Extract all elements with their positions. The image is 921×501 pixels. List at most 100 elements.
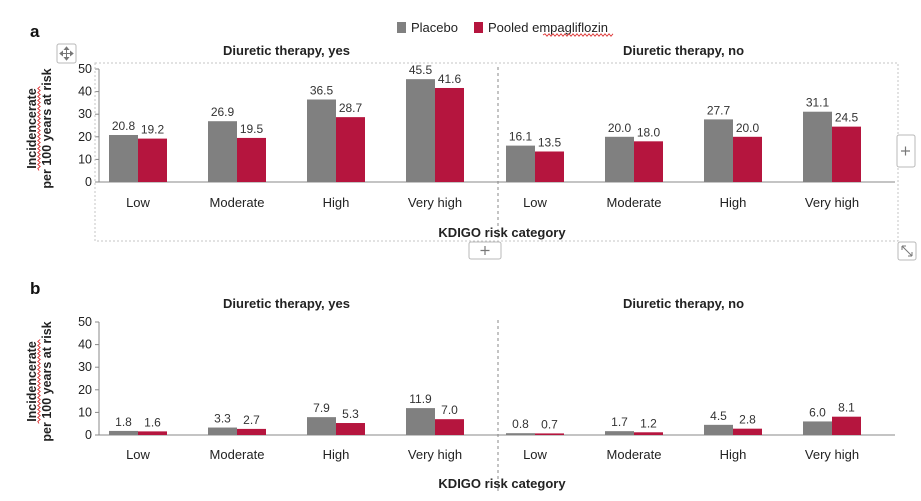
- data-label: 24.5: [835, 111, 859, 125]
- category-label: Very high: [805, 447, 859, 462]
- y-tick-label: 30: [78, 107, 92, 121]
- group-diuretic-no: Diuretic therapy, no Low Moderate High Very …: [506, 296, 861, 462]
- panel-letter: b: [30, 279, 40, 298]
- data-label: 7.9: [313, 401, 330, 415]
- category-label: High: [323, 447, 350, 462]
- data-label: 20.8: [112, 119, 136, 133]
- group-title: Diuretic therapy, no: [623, 296, 744, 311]
- bar-placebo: [506, 433, 535, 435]
- bar-placebo: [605, 431, 634, 435]
- y-tick-label: 0: [85, 175, 92, 189]
- bar-placebo: [307, 99, 336, 182]
- data-label: 1.7: [611, 415, 628, 429]
- data-label: 20.0: [608, 121, 632, 135]
- data-label: 3.3: [214, 412, 231, 426]
- data-label: 11.9: [409, 392, 432, 406]
- bar-placebo: [208, 121, 237, 182]
- bar-empagliflozin: [634, 432, 663, 435]
- category-label: Very high: [805, 195, 859, 210]
- data-label: 45.5: [409, 63, 433, 77]
- bar-empagliflozin: [634, 141, 663, 182]
- legend-item: Pooled empagliflozin: [474, 20, 614, 37]
- category-label: Moderate: [210, 195, 265, 210]
- bar-placebo: [506, 145, 535, 182]
- data-label: 2.8: [739, 413, 756, 427]
- bar-placebo: [406, 408, 435, 435]
- group-title: Diuretic therapy, yes: [223, 296, 350, 311]
- bar-placebo: [704, 424, 733, 435]
- group-diuretic-yes: Diuretic therapy, yes Low Moderate High Very…: [109, 43, 464, 210]
- y-tick-label: 40: [78, 338, 92, 352]
- data-label: 18.0: [637, 125, 661, 139]
- y-tick-label: 20: [78, 383, 92, 397]
- bar-empagliflozin: [435, 87, 464, 182]
- category-label: High: [720, 447, 747, 462]
- category-label: Low: [523, 195, 547, 210]
- bar-empagliflozin: [832, 126, 861, 182]
- bar-empagliflozin: [435, 419, 464, 435]
- y-axis-label-line2: per 100 years at risk: [40, 68, 54, 188]
- y-tick-label: 20: [78, 130, 92, 144]
- y-axis-label-line2: per 100 years at risk: [40, 321, 54, 441]
- y-tick-label: 40: [78, 85, 92, 99]
- data-label: 26.9: [211, 105, 235, 119]
- data-label: 19.5: [240, 122, 264, 136]
- y-tick-label: 10: [78, 405, 92, 419]
- data-label: 4.5: [710, 409, 727, 423]
- chart-selection-frame: [56, 43, 917, 261]
- data-label: 5.3: [342, 407, 359, 421]
- category-label: Very high: [408, 447, 462, 462]
- y-tick-label: 10: [78, 152, 92, 166]
- legend-swatch: [397, 22, 406, 33]
- category-label: High: [323, 195, 350, 210]
- plus-icon[interactable]: [896, 134, 916, 168]
- bar-placebo: [208, 427, 237, 435]
- bar-empagliflozin: [138, 138, 167, 182]
- x-axis-title: KDIGO risk category: [438, 476, 566, 491]
- y-tick-label: 50: [78, 62, 92, 76]
- data-label: 7.0: [441, 403, 458, 417]
- resize-diagonal-icon[interactable]: [897, 241, 917, 261]
- y-tick-label: 0: [85, 428, 92, 442]
- data-label: 1.6: [144, 415, 161, 429]
- legend: Placebo Pooled empagliflozin: [397, 20, 614, 37]
- move-arrows-glyph: [59, 46, 74, 61]
- data-label: 6.0: [809, 405, 826, 419]
- bar-placebo: [307, 417, 336, 435]
- chart-panel-a: a Incidencerate per 100 years at risk 0 10 20…: [25, 22, 895, 240]
- bar-empagliflozin: [535, 151, 564, 182]
- plus-glyph: [480, 246, 490, 255]
- legend-swatch: [474, 22, 483, 33]
- bar-empagliflozin: [237, 428, 266, 435]
- y-axis-label-line1: Incidencerate: [25, 341, 39, 422]
- data-label: 28.7: [339, 101, 363, 115]
- panel-letter: a: [30, 22, 40, 41]
- data-label: 41.6: [438, 72, 462, 86]
- plus-glyph: [901, 146, 910, 156]
- data-label: 19.2: [141, 123, 165, 137]
- category-label: Moderate: [607, 447, 662, 462]
- resize-arrows-glyph: [901, 245, 913, 257]
- spellcheck-underline: [37, 339, 41, 424]
- data-label: 20.0: [736, 121, 760, 135]
- category-label: Moderate: [210, 447, 265, 462]
- chart-panel-b: b Incidencerate per 100 years at risk 0 10 20…: [25, 279, 895, 491]
- category-label: Low: [126, 195, 150, 210]
- category-label: Low: [523, 447, 547, 462]
- bar-placebo: [704, 119, 733, 182]
- y-tick-label: 50: [78, 315, 92, 329]
- bar-placebo: [803, 111, 832, 182]
- data-label: 2.7: [243, 413, 260, 427]
- bar-placebo: [803, 421, 832, 435]
- data-label: 16.1: [509, 130, 533, 144]
- move-handle-icon[interactable]: [56, 43, 77, 64]
- data-label: 27.7: [707, 103, 731, 117]
- bar-placebo: [109, 134, 138, 182]
- y-tick-label: 30: [78, 360, 92, 374]
- bar-empagliflozin: [733, 136, 762, 182]
- plus-icon[interactable]: [468, 241, 502, 260]
- group-title: Diuretic therapy, yes: [223, 43, 350, 58]
- data-label: 1.2: [640, 416, 657, 430]
